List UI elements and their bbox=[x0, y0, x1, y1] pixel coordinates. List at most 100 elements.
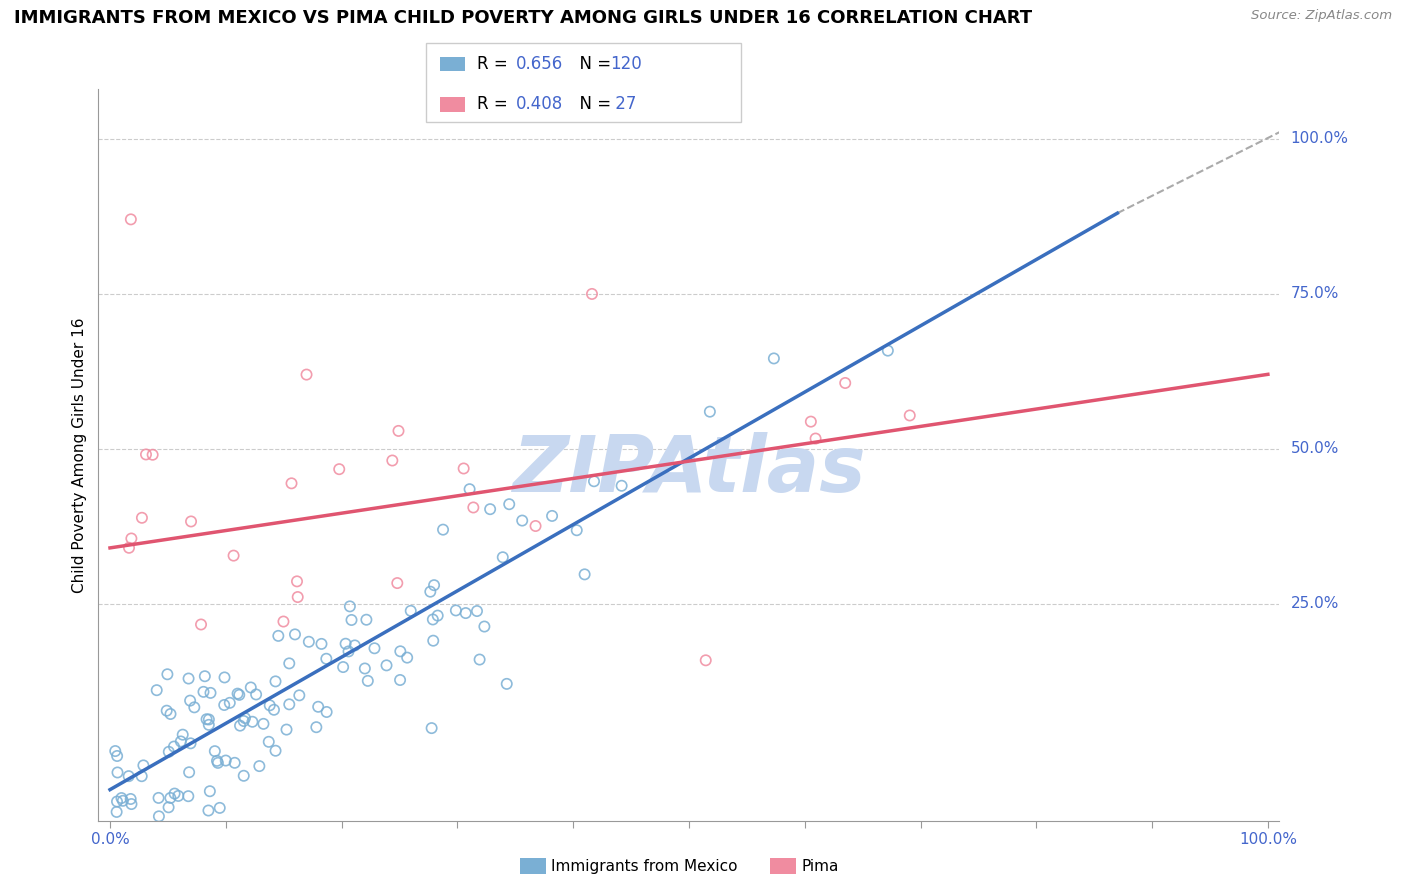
Point bbox=[252, 716, 274, 731]
Point bbox=[148, 809, 170, 823]
Point bbox=[762, 351, 785, 366]
Point bbox=[212, 698, 235, 712]
Point bbox=[163, 787, 186, 801]
Point bbox=[510, 514, 533, 528]
Point bbox=[183, 700, 205, 714]
Point bbox=[190, 617, 212, 632]
Point bbox=[214, 670, 236, 684]
Point bbox=[264, 744, 287, 758]
Point bbox=[396, 650, 419, 665]
Point bbox=[381, 453, 404, 467]
Point bbox=[474, 619, 496, 633]
Point bbox=[432, 523, 454, 537]
Point bbox=[328, 462, 350, 476]
Point bbox=[335, 637, 357, 651]
Point bbox=[311, 637, 333, 651]
Point bbox=[226, 687, 249, 701]
Point bbox=[357, 673, 380, 688]
Point bbox=[242, 714, 264, 729]
Point bbox=[156, 667, 179, 681]
Point bbox=[218, 696, 240, 710]
Point bbox=[340, 613, 363, 627]
Point bbox=[159, 706, 181, 721]
Text: 75.0%: 75.0% bbox=[1291, 286, 1339, 301]
Point bbox=[105, 805, 128, 819]
Point bbox=[156, 704, 179, 718]
Point bbox=[375, 658, 398, 673]
Text: 50.0%: 50.0% bbox=[1291, 442, 1339, 456]
Point bbox=[104, 744, 127, 758]
Point bbox=[110, 791, 132, 805]
Text: ZIPAtlas: ZIPAtlas bbox=[512, 432, 866, 508]
Point bbox=[284, 627, 307, 641]
Point bbox=[399, 604, 422, 618]
Point bbox=[263, 703, 285, 717]
Point bbox=[257, 735, 280, 749]
Point bbox=[420, 721, 443, 735]
Point bbox=[423, 578, 446, 592]
Text: 0.656: 0.656 bbox=[516, 55, 564, 73]
Point bbox=[118, 769, 141, 783]
Point bbox=[197, 804, 219, 818]
Text: 100.0%: 100.0% bbox=[1291, 131, 1348, 146]
Point bbox=[131, 510, 153, 524]
Point bbox=[387, 576, 409, 591]
Point bbox=[177, 789, 200, 804]
Text: N =: N = bbox=[569, 95, 617, 113]
Point bbox=[207, 756, 229, 770]
Point bbox=[278, 657, 301, 671]
Point bbox=[574, 567, 596, 582]
Point bbox=[205, 754, 228, 768]
Point bbox=[200, 686, 222, 700]
Point bbox=[228, 688, 250, 702]
Point bbox=[287, 590, 309, 604]
Point bbox=[695, 653, 717, 667]
Point bbox=[198, 784, 221, 798]
Point bbox=[122, 825, 145, 839]
Point bbox=[699, 405, 721, 419]
Y-axis label: Child Poverty Among Girls Under 16: Child Poverty Among Girls Under 16 bbox=[72, 318, 87, 592]
Point bbox=[273, 615, 295, 629]
Point bbox=[195, 712, 218, 726]
Point bbox=[148, 791, 170, 805]
Point bbox=[163, 739, 186, 754]
Point bbox=[121, 797, 143, 811]
Point bbox=[120, 212, 142, 227]
Point bbox=[804, 432, 827, 446]
Point bbox=[582, 475, 605, 489]
Point bbox=[198, 713, 221, 727]
Text: 0.408: 0.408 bbox=[516, 95, 564, 113]
Point bbox=[876, 343, 898, 358]
Point bbox=[180, 515, 202, 529]
Point bbox=[581, 287, 603, 301]
Text: Pima: Pima bbox=[801, 859, 839, 873]
Point bbox=[267, 629, 290, 643]
Point bbox=[422, 612, 444, 626]
Point bbox=[343, 639, 366, 653]
Point bbox=[444, 603, 467, 617]
Text: Source: ZipAtlas.com: Source: ZipAtlas.com bbox=[1251, 9, 1392, 22]
Point bbox=[353, 661, 375, 675]
Point bbox=[131, 769, 153, 783]
Point bbox=[298, 634, 321, 648]
Point bbox=[118, 541, 141, 555]
Point bbox=[232, 769, 254, 783]
Point bbox=[157, 745, 180, 759]
Point bbox=[259, 698, 281, 713]
Point bbox=[108, 857, 131, 871]
Text: N =: N = bbox=[569, 55, 617, 73]
Point bbox=[524, 519, 547, 533]
Point bbox=[208, 801, 231, 815]
Text: R =: R = bbox=[477, 55, 513, 73]
Point bbox=[288, 689, 311, 703]
Point bbox=[339, 599, 361, 614]
Point bbox=[468, 652, 491, 666]
Point bbox=[458, 482, 481, 496]
Point bbox=[426, 608, 449, 623]
Point bbox=[363, 641, 385, 656]
Point bbox=[111, 794, 134, 808]
Point bbox=[232, 714, 254, 728]
Point bbox=[278, 698, 301, 712]
Point bbox=[419, 584, 441, 599]
Point bbox=[204, 744, 226, 758]
